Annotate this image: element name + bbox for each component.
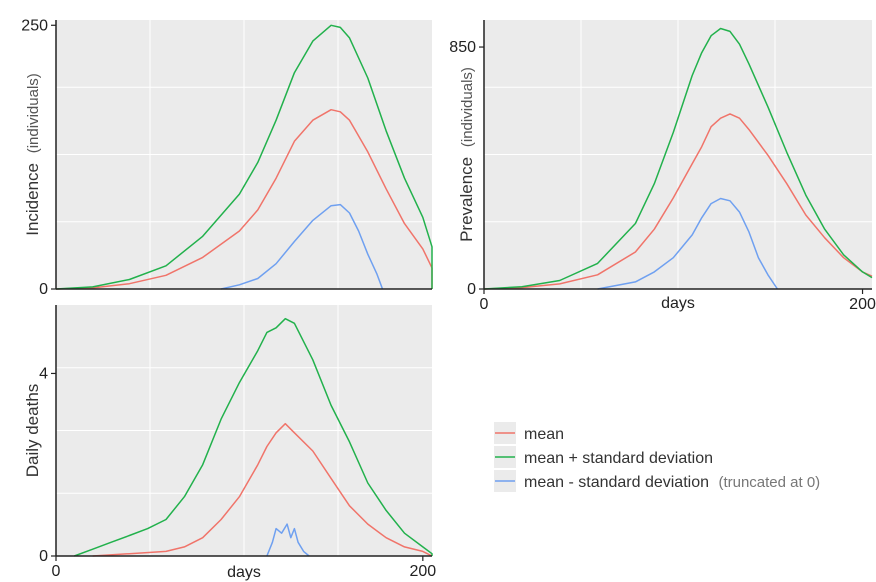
deaths-y-axis-label: Daily deaths bbox=[23, 384, 42, 478]
deaths-series-mean-plus-sd bbox=[74, 317, 433, 557]
deaths-gridlines bbox=[56, 305, 432, 556]
deaths-y-axis-label-main: Daily deaths bbox=[23, 384, 42, 478]
incidence-y-axis-label-unit: (individuals) bbox=[25, 73, 42, 153]
deaths-x-axis-label: days bbox=[227, 564, 261, 581]
deaths-y-tick-label: 0 bbox=[39, 548, 48, 565]
deaths-series-mean bbox=[92, 422, 433, 557]
prevalence-x-tick-label: 0 bbox=[480, 296, 489, 313]
legend-item-mean: mean bbox=[494, 422, 564, 444]
incidence-y-tick-label: 250 bbox=[21, 17, 48, 34]
incidence-y-axis-label-main: Incidence bbox=[23, 163, 42, 236]
incidence-panel: 0 250 Incidence (individuals) bbox=[21, 17, 433, 298]
incidence-series-mean-plus-sd bbox=[55, 24, 433, 290]
prevalence-y-axis-label: Prevalence (individuals) bbox=[457, 67, 476, 242]
deaths-series-mean-minus-sd bbox=[266, 523, 310, 557]
legend-label-mean: mean bbox=[524, 426, 564, 443]
prevalence-series-mean-minus-sd bbox=[597, 197, 779, 290]
legend: mean mean + standard deviation mean - st… bbox=[494, 422, 820, 492]
legend-item-mean-plus-sd: mean + standard deviation bbox=[494, 446, 713, 468]
prevalence-y-axis-label-unit: (individuals) bbox=[459, 67, 476, 147]
legend-item-mean-minus-sd: mean - standard deviation (truncated at … bbox=[494, 470, 820, 492]
prevalence-series-mean-plus-sd bbox=[483, 27, 873, 290]
deaths-x-tick-label: 200 bbox=[409, 563, 436, 580]
incidence-y-tick-label: 0 bbox=[39, 281, 48, 298]
legend-label-mean-minus-sd-text: mean - standard deviation bbox=[524, 474, 709, 491]
prevalence-ticks: 0 850 0 200 bbox=[449, 39, 876, 313]
legend-label-mean-minus-sd: mean - standard deviation (truncated at … bbox=[524, 474, 820, 491]
legend-label-mean-plus-sd: mean + standard deviation bbox=[524, 450, 713, 467]
prevalence-y-axis-label-main: Prevalence bbox=[457, 157, 476, 242]
prevalence-series-mean bbox=[483, 113, 873, 290]
incidence-series bbox=[55, 24, 433, 290]
incidence-series-mean-minus-sd bbox=[220, 203, 384, 290]
incidence-ticks: 0 250 bbox=[21, 17, 56, 298]
deaths-panel: 0 4 0 200 Daily deaths days bbox=[23, 305, 436, 581]
prevalence-panel: 0 850 0 200 Prevalence (individuals) days bbox=[449, 20, 876, 313]
prevalence-gridlines bbox=[484, 20, 872, 289]
prevalence-y-tick-label: 0 bbox=[467, 281, 476, 298]
prevalence-y-tick-label: 850 bbox=[449, 39, 476, 56]
incidence-gridlines bbox=[56, 20, 432, 289]
prevalence-series bbox=[483, 27, 873, 290]
deaths-ticks: 0 4 0 200 bbox=[39, 365, 436, 580]
deaths-x-tick-label: 0 bbox=[52, 563, 61, 580]
prevalence-x-axis-label: days bbox=[661, 295, 695, 312]
deaths-series bbox=[74, 317, 433, 557]
legend-note-truncated: (truncated at 0) bbox=[718, 474, 820, 491]
deaths-y-tick-label: 4 bbox=[39, 365, 48, 382]
incidence-y-axis-label: Incidence (individuals) bbox=[23, 73, 42, 236]
prevalence-x-tick-label: 200 bbox=[849, 296, 876, 313]
